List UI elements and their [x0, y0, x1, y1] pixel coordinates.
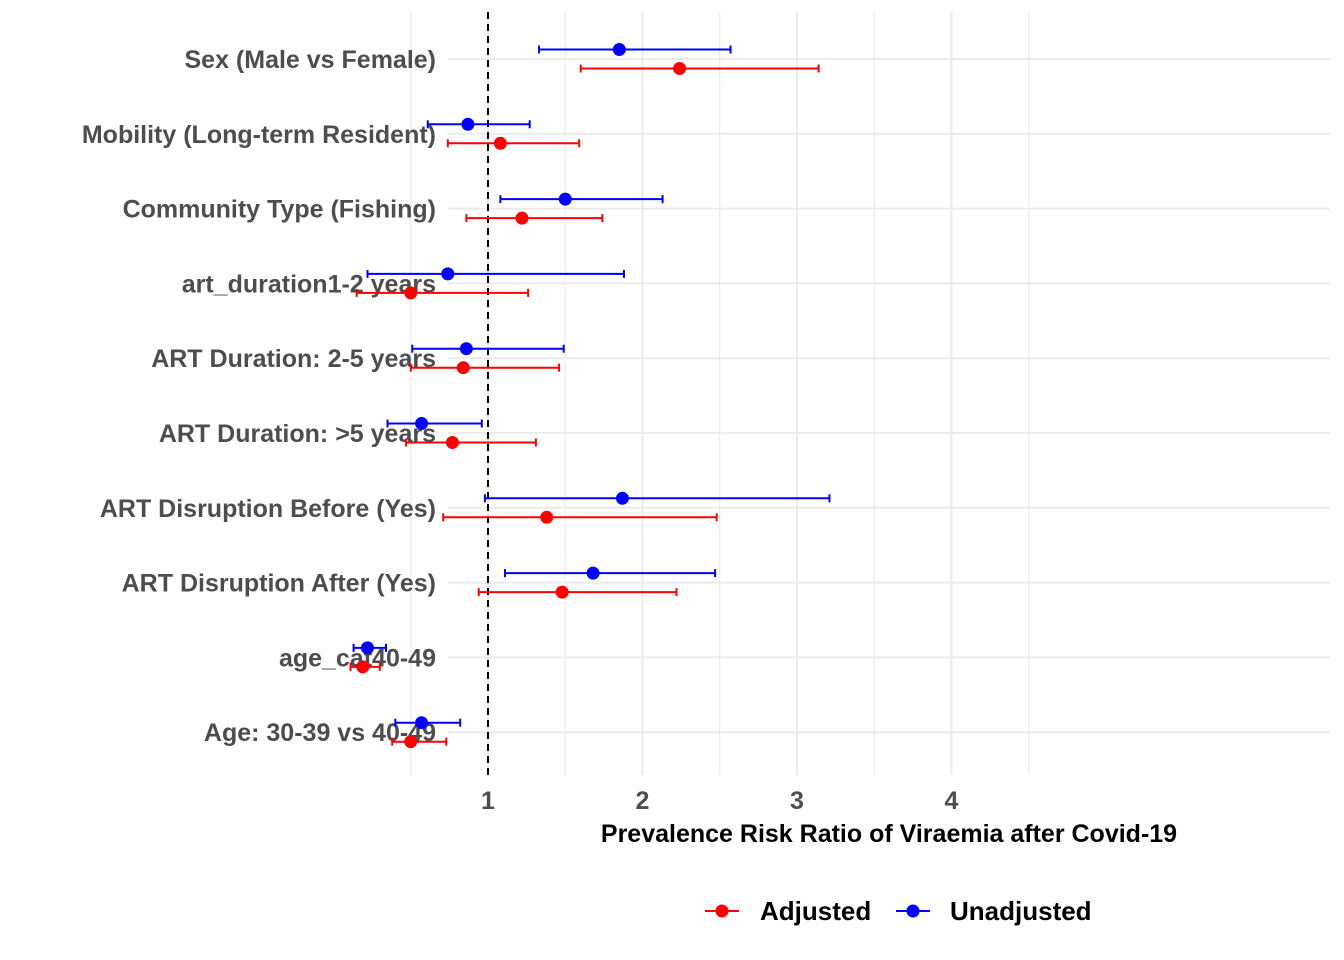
legend: Adjusted Unadjusted: [705, 896, 1092, 926]
point-estimate: [415, 417, 429, 430]
point-estimate: [540, 510, 554, 524]
grid-lines: [410, 12, 1330, 775]
point-estimate: [612, 43, 626, 56]
category-label: ART Duration: 2-5 years: [151, 345, 436, 373]
legend-key-point: [715, 904, 729, 918]
x-tick-label: 3: [790, 787, 804, 815]
point-estimate: [558, 192, 572, 206]
point-estimate: [515, 211, 529, 225]
point-estimate: [461, 117, 475, 131]
point-estimate: [673, 62, 687, 75]
series-unadjusted: [352, 43, 831, 730]
point-estimate: [404, 735, 418, 749]
x-axis-title: Prevalence Risk Ratio of Viraemia after …: [601, 820, 1177, 848]
legend-label: Adjusted: [760, 896, 871, 926]
category-label: ART Disruption After (Yes): [122, 570, 436, 598]
point-estimate: [360, 641, 374, 655]
point-estimate: [615, 491, 629, 505]
category-labels: Sex (Male vs Female) Mobility (Long-term …: [82, 46, 436, 747]
category-label: ART Duration: >5 years: [159, 420, 436, 448]
legend-item-unadjusted: Unadjusted: [896, 896, 1092, 926]
series-adjusted: [349, 62, 820, 749]
point-estimate: [586, 566, 600, 580]
category-label: ART Disruption Before (Yes): [100, 495, 436, 523]
point-estimate: [445, 436, 459, 449]
point-estimate: [441, 267, 455, 281]
point-estimate: [456, 361, 470, 375]
x-tick-label: 4: [945, 787, 959, 815]
series-marks: [349, 43, 831, 749]
legend-item-adjusted: Adjusted: [705, 896, 871, 926]
category-label: Community Type (Fishing): [123, 196, 436, 224]
x-tick-label: 1: [481, 787, 495, 815]
point-estimate: [493, 136, 507, 150]
point-estimate: [555, 585, 569, 599]
category-label: Sex (Male vs Female): [184, 46, 436, 74]
legend-label: Unadjusted: [950, 896, 1092, 926]
point-estimate: [404, 286, 418, 300]
category-label: Mobility (Long-term Resident): [82, 121, 436, 149]
point-estimate: [356, 660, 370, 674]
legend-key-point: [906, 904, 920, 918]
point-estimate: [459, 342, 473, 356]
x-tick-label: 2: [636, 787, 650, 815]
point-estimate: [415, 716, 429, 730]
x-tick-labels: 1 2 3 4: [481, 787, 959, 815]
